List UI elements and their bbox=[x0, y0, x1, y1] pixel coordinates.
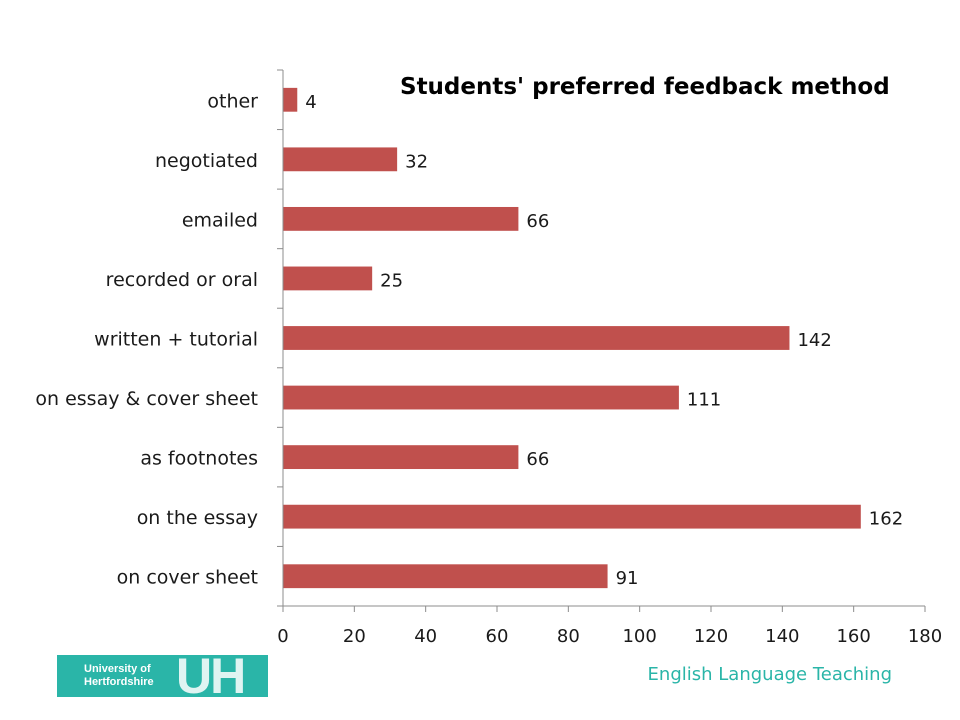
x-tick-label: 140 bbox=[765, 626, 799, 647]
bar bbox=[283, 504, 861, 529]
bar bbox=[283, 385, 679, 410]
category-label: emailed bbox=[182, 209, 258, 231]
bars-group: 91 162 66 111 142 25 66 32 4 bbox=[283, 87, 903, 589]
data-label: 111 bbox=[687, 390, 721, 411]
data-label: 25 bbox=[380, 270, 403, 291]
x-tick-label: 100 bbox=[622, 626, 656, 647]
axes-group: on cover sheet on the essay as footnotes on… bbox=[35, 69, 942, 647]
bar bbox=[283, 206, 519, 231]
data-label: 162 bbox=[869, 509, 903, 530]
x-tick-label: 0 bbox=[277, 626, 288, 647]
university-logo: University of Hertfordshire UH bbox=[57, 648, 268, 704]
bar bbox=[283, 326, 790, 350]
x-tick-label: 180 bbox=[908, 626, 942, 647]
data-label: 32 bbox=[405, 151, 428, 172]
category-label: recorded or oral bbox=[106, 269, 258, 291]
x-tick-label: 40 bbox=[414, 626, 437, 647]
category-label: written + tutorial bbox=[94, 329, 258, 351]
footer-caption: English Language Teaching bbox=[647, 664, 892, 685]
data-label: 66 bbox=[526, 449, 549, 470]
chart-title: Students' preferred feedback method bbox=[400, 74, 890, 100]
category-label: on cover sheet bbox=[117, 567, 258, 589]
logo-mark: UH bbox=[176, 648, 246, 704]
x-tick-label: 20 bbox=[343, 626, 366, 647]
x-tick-label: 160 bbox=[836, 626, 870, 647]
category-label: on essay & cover sheet bbox=[35, 388, 258, 410]
data-label: 91 bbox=[616, 568, 639, 589]
x-tick-label: 60 bbox=[486, 626, 509, 647]
bar-chart: Students' preferred feedback method 91 16… bbox=[35, 69, 942, 647]
bar bbox=[283, 564, 608, 589]
x-tick-label: 120 bbox=[694, 626, 728, 647]
data-label: 66 bbox=[526, 211, 549, 232]
category-label: as footnotes bbox=[140, 448, 258, 470]
data-label: 4 bbox=[305, 92, 316, 113]
category-label: on the essay bbox=[137, 507, 258, 529]
category-label: negotiated bbox=[155, 150, 258, 172]
x-tick-label: 80 bbox=[557, 626, 580, 647]
footer: University of Hertfordshire UH English L… bbox=[0, 648, 960, 704]
bar bbox=[283, 266, 373, 291]
logo-text: University of Hertfordshire bbox=[84, 663, 154, 688]
bar bbox=[283, 87, 298, 112]
category-label: other bbox=[207, 90, 258, 112]
bar bbox=[283, 147, 398, 172]
bar bbox=[283, 445, 519, 470]
data-label: 142 bbox=[797, 330, 831, 351]
